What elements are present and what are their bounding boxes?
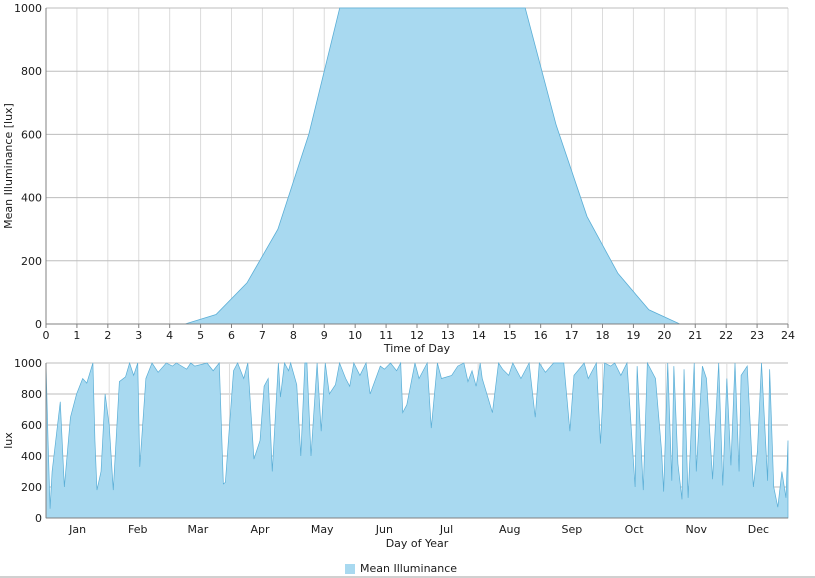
x-tick-label: 8 <box>290 329 297 342</box>
x-tick-label: Dec <box>748 523 769 536</box>
x-tick-label: 6 <box>228 329 235 342</box>
x-tick-label: 21 <box>688 329 702 342</box>
x-tick-label: 16 <box>534 329 548 342</box>
x-tick-label: 12 <box>410 329 424 342</box>
x-tick-label: 4 <box>166 329 173 342</box>
x-tick-label: 18 <box>596 329 610 342</box>
x-tick-label: Jun <box>375 523 393 536</box>
x-tick-label: 17 <box>565 329 579 342</box>
y-tick-label: 0 <box>35 318 42 331</box>
legend-swatch <box>345 563 355 574</box>
x-tick-label: May <box>311 523 334 536</box>
y-tick-label: 600 <box>21 419 42 432</box>
x-tick-label: Nov <box>686 523 708 536</box>
x-tick-label: Jul <box>439 523 453 536</box>
y-tick-label: 200 <box>21 481 42 494</box>
y-tick-label: 1000 <box>14 2 42 15</box>
x-tick-label: 13 <box>441 329 455 342</box>
x-tick-label: 23 <box>750 329 764 342</box>
x-tick-label: 14 <box>472 329 486 342</box>
y-tick-label: 600 <box>21 128 42 141</box>
x-tick-label: 10 <box>348 329 362 342</box>
x-tick-label: Oct <box>625 523 645 536</box>
x-tick-label: 11 <box>379 329 393 342</box>
x-tick-label: 24 <box>781 329 795 342</box>
x-axis-title: Time of Day <box>383 342 451 355</box>
y-tick-label: 800 <box>21 388 42 401</box>
y-axis-title: Mean Illuminance [lux] <box>2 103 15 229</box>
y-tick-label: 800 <box>21 65 42 78</box>
series-area-mean-illuminance <box>46 7 788 325</box>
y-axis-title: lux <box>2 432 15 449</box>
x-tick-label: 20 <box>657 329 671 342</box>
y-tick-label: 0 <box>35 512 42 525</box>
x-tick-label: 19 <box>626 329 640 342</box>
x-tick-label: 5 <box>197 329 204 342</box>
x-tick-label: Feb <box>128 523 147 536</box>
y-tick-label: 1000 <box>14 357 42 370</box>
x-tick-label: 22 <box>719 329 733 342</box>
x-tick-label: Mar <box>187 523 208 536</box>
x-tick-label: 15 <box>503 329 517 342</box>
x-tick-label: 1 <box>73 329 80 342</box>
bottom-divider <box>0 576 815 578</box>
y-tick-label: 400 <box>21 192 42 205</box>
x-tick-label: 3 <box>135 329 142 342</box>
x-axis-title: Day of Year <box>386 537 449 550</box>
y-tick-label: 200 <box>21 255 42 268</box>
x-tick-label: Apr <box>251 523 271 536</box>
x-tick-label: 0 <box>43 329 50 342</box>
x-tick-label: 2 <box>104 329 111 342</box>
legend: Mean Illuminance <box>345 562 457 575</box>
x-tick-label: Aug <box>499 523 520 536</box>
day-of-year-chart: Jan Feb Mar Apr May Jun Jul Aug Sep Oct Nov Dec 0 200… <box>2 357 789 550</box>
x-tick-label: 7 <box>259 329 266 342</box>
x-tick-label: Jan <box>68 523 86 536</box>
y-tick-label: 400 <box>21 450 42 463</box>
x-tick-label: 9 <box>321 329 328 342</box>
series-area-daily-illuminance <box>45 361 789 519</box>
x-tick-label: Sep <box>562 523 583 536</box>
time-of-day-chart: 0 1 2 3 4 5 6 7 8 9 10 11 12 13 14 15 16 17 18 19 20 21 22 23 24… <box>2 2 795 355</box>
legend-label: Mean Illuminance <box>360 562 458 575</box>
